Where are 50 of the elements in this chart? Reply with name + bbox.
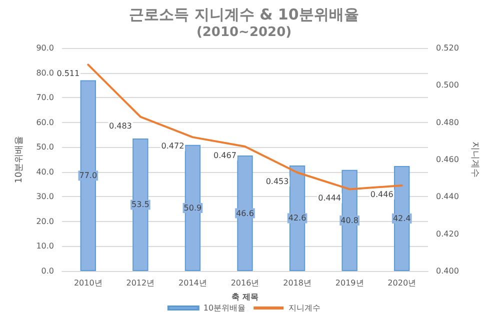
x-tick-label: 2010년 [74,278,102,288]
data-label: 42.4 [392,214,411,223]
x-tick-label: 2020년 [388,278,416,288]
legend-label: 10분위배율 [203,304,246,312]
chart-title: 근로소득 지니계수 & 10분위배율 [129,6,359,24]
y2-tick-label: 0.520 [436,44,459,52]
y-axis-title: 10분위배율 [14,136,24,184]
bar [184,144,201,271]
data-label: 42.6 [288,214,306,223]
y2-tick-label: 0.480 [436,118,459,127]
y-tick-label: 0.0 [41,266,54,276]
data-label: 53.5 [132,200,150,210]
x-tick-label: 2016년 [230,278,260,288]
data-label: 0.446 [370,190,394,200]
y-tick-label: 80.0 [36,68,54,78]
y2-tick-label: 0.460 [436,155,459,164]
data-label: 46.6 [236,208,254,218]
y-tick-label: 10.0 [36,242,54,251]
y-tick-label: 40.0 [36,167,54,176]
y-tick-label: 70.0 [36,93,54,102]
data-label: 0.511 [56,69,80,78]
data-label: 0.472 [161,142,184,151]
x-tick-label: 2014년 [178,278,207,288]
legend-label: 지니계수 [288,304,321,312]
data-label: 40.8 [340,216,358,225]
y2-tick-label: 0.400 [436,266,459,276]
y2-axis-title: 지니계수 [469,142,480,178]
x-tick-label: 2012년 [126,278,155,288]
x-tick-label: 2018년 [283,278,312,288]
bar [80,80,96,271]
y-tick-label: 50.0 [36,142,54,152]
data-label: 0.453 [266,177,289,186]
bar [237,156,253,271]
bar [132,138,148,271]
x-axis-title: 축 제목 [232,292,258,302]
y2-tick-label: 0.420 [436,229,459,238]
data-label: 0.467 [214,150,236,160]
y2-tick-label: 0.440 [436,192,459,202]
chart-subtitle: (2010~2020) [196,25,292,40]
data-label: 0.483 [108,121,132,130]
data-label: 50.9 [184,203,202,212]
y-tick-label: 60.0 [36,118,54,127]
x-tick-label: 2019년 [335,278,364,288]
bar [342,170,358,271]
y2-tick-label: 0.500 [436,80,459,90]
y-tick-label: 20.0 [36,216,54,226]
y-tick-label: 90.0 [36,44,54,52]
data-label: 77.0 [79,171,98,180]
y-tick-label: 30.0 [36,192,54,202]
data-label: 0.444 [318,194,342,203]
